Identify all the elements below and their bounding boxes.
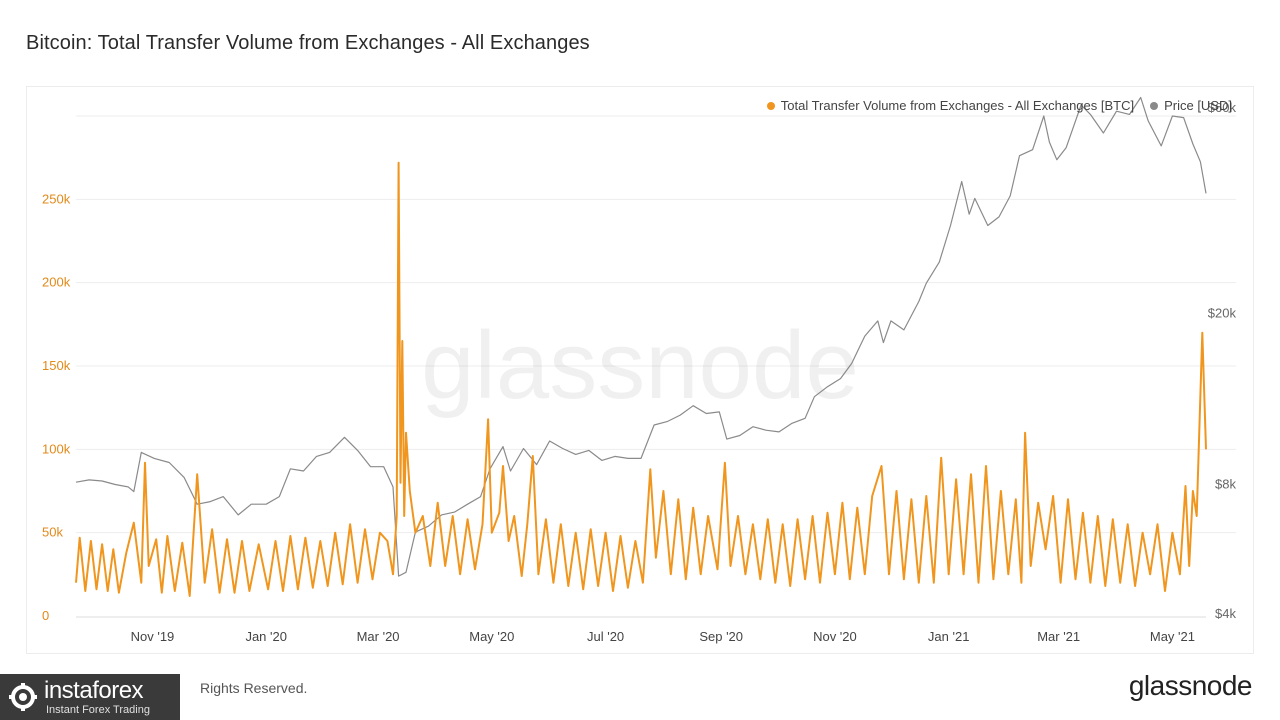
badge-subtitle: Instant Forex Trading xyxy=(46,704,150,716)
x-tick-label: May '21 xyxy=(1150,629,1195,644)
price-line xyxy=(75,96,1207,577)
left-tick-label: 0 xyxy=(42,608,49,623)
x-tick-label: Sep '20 xyxy=(699,629,743,644)
instaforex-badge[interactable]: instaforex Instant Forex Trading xyxy=(0,674,180,720)
x-tick-label: Jul '20 xyxy=(587,629,624,644)
x-tick-label: Jan '21 xyxy=(928,629,970,644)
watermark: glassnode xyxy=(421,312,859,419)
copyright-text: Rights Reserved. xyxy=(200,680,308,696)
left-tick-label: 200k xyxy=(42,275,71,290)
left-tick-label: 150k xyxy=(42,358,71,373)
x-tick-label: Nov '20 xyxy=(813,629,857,644)
x-tick-label: Nov '19 xyxy=(131,629,175,644)
right-tick-label: $4k xyxy=(1215,606,1236,621)
price-series xyxy=(75,96,1207,577)
page-title: Bitcoin: Total Transfer Volume from Exch… xyxy=(26,32,590,54)
grid-layer xyxy=(76,115,1236,618)
x-tick-label: Mar '20 xyxy=(357,629,400,644)
legend-dot-volume xyxy=(766,101,775,110)
legend-dot-price xyxy=(1150,101,1159,110)
right-tick-label: $8k xyxy=(1215,477,1236,492)
legend-label-volume: Total Transfer Volume from Exchanges - A… xyxy=(780,98,1135,113)
volume-series xyxy=(75,161,1207,597)
left-tick-label: 250k xyxy=(42,191,71,206)
legend-item-price[interactable]: Price [USD] xyxy=(1150,98,1232,113)
chart-frame xyxy=(26,86,1254,654)
axis-layer: 0 50k 100k 150k 200k 250k $4k $8k $20k $60k Nov '1… xyxy=(42,100,1236,644)
legend-label-price: Price [USD] xyxy=(1164,98,1232,113)
x-tick-label: May '20 xyxy=(469,629,514,644)
right-tick-label: $20k xyxy=(1208,305,1237,320)
glassnode-logo[interactable]: glassnode xyxy=(1128,670,1253,701)
gear-icon xyxy=(9,683,37,711)
volume-line xyxy=(75,161,1207,597)
legend: Total Transfer Volume from Exchanges - A… xyxy=(766,98,1232,113)
x-tick-label: Mar '21 xyxy=(1037,629,1080,644)
legend-item-volume[interactable]: Total Transfer Volume from Exchanges - A… xyxy=(766,98,1135,113)
left-tick-label: 50k xyxy=(42,525,63,540)
left-tick-label: 100k xyxy=(42,441,71,456)
right-tick-label: $60k xyxy=(1208,100,1237,115)
x-tick-label: Jan '20 xyxy=(245,629,287,644)
badge-name: instaforex xyxy=(44,677,144,704)
